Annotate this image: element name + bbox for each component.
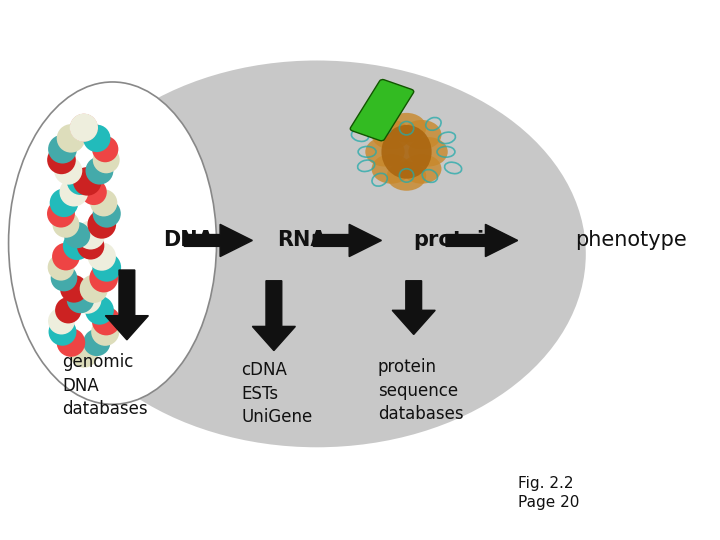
Point — [78, 349, 89, 357]
Point — [99, 145, 111, 153]
Point — [88, 188, 99, 197]
Text: DNA: DNA — [163, 231, 214, 251]
Point — [78, 123, 89, 132]
Ellipse shape — [402, 154, 441, 184]
Text: Fig. 2.2
Page 20: Fig. 2.2 Page 20 — [518, 476, 579, 510]
Ellipse shape — [372, 154, 411, 184]
Ellipse shape — [408, 137, 448, 166]
Point — [58, 274, 70, 282]
FancyArrow shape — [392, 281, 435, 334]
Ellipse shape — [48, 60, 586, 447]
Text: protein: protein — [414, 231, 500, 251]
Text: phenotype: phenotype — [575, 231, 687, 251]
Point — [81, 295, 93, 304]
Point — [57, 145, 68, 153]
Point — [68, 285, 80, 293]
FancyArrow shape — [184, 224, 253, 256]
FancyArrow shape — [105, 270, 148, 340]
Point — [75, 295, 86, 304]
Point — [55, 156, 67, 164]
Text: protein
sequence
databases: protein sequence databases — [378, 358, 464, 423]
Ellipse shape — [365, 137, 405, 166]
Point — [71, 241, 83, 250]
Point — [71, 231, 83, 239]
Ellipse shape — [402, 120, 441, 150]
Point — [91, 134, 102, 143]
FancyArrow shape — [313, 224, 382, 256]
Point — [101, 156, 112, 164]
Point — [60, 252, 72, 261]
Point — [63, 166, 74, 175]
Point — [78, 123, 89, 132]
Point — [101, 210, 112, 218]
Text: RNA: RNA — [277, 231, 327, 251]
Text: cDNA
ESTs
UniGene: cDNA ESTs UniGene — [242, 361, 313, 426]
Point — [55, 263, 67, 272]
Point — [98, 274, 109, 282]
FancyArrow shape — [253, 281, 295, 350]
Point — [66, 338, 77, 347]
Point — [78, 349, 89, 357]
Point — [98, 199, 109, 207]
Point — [91, 338, 102, 347]
Ellipse shape — [387, 113, 426, 143]
Point — [101, 317, 112, 326]
Point — [99, 327, 111, 336]
Point — [85, 241, 96, 250]
Point — [96, 220, 107, 228]
Point — [88, 285, 99, 293]
Ellipse shape — [382, 125, 431, 179]
Point — [57, 327, 68, 336]
Point — [81, 177, 93, 186]
Point — [68, 188, 80, 197]
Ellipse shape — [9, 82, 217, 404]
Point — [75, 177, 86, 186]
Ellipse shape — [372, 120, 411, 150]
Point — [94, 306, 105, 315]
Point — [55, 210, 67, 218]
Point — [58, 199, 70, 207]
Point — [55, 317, 67, 326]
FancyBboxPatch shape — [350, 79, 414, 141]
Point — [101, 263, 112, 272]
Point — [94, 166, 105, 175]
Point — [60, 220, 72, 228]
Ellipse shape — [387, 161, 426, 191]
Point — [85, 231, 96, 239]
Point — [66, 134, 77, 143]
Text: genomic
DNA
databases: genomic DNA databases — [63, 353, 148, 418]
Point — [96, 252, 107, 261]
Point — [63, 306, 74, 315]
FancyArrow shape — [446, 224, 518, 256]
